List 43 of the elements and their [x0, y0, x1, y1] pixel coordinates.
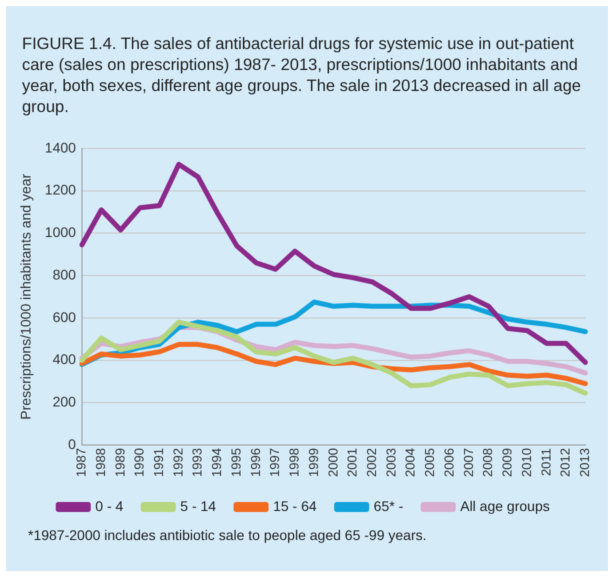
y-tick-label: 800	[52, 266, 76, 282]
x-tick-label: 1998	[286, 448, 302, 477]
x-tick-label: 2012	[558, 448, 573, 477]
legend-label: All age groups	[460, 498, 550, 514]
y-tick-label: 200	[52, 394, 76, 410]
x-tick-label: 2003	[383, 448, 398, 477]
x-tick-label: 1995	[228, 448, 244, 477]
x-tick-label: 2006	[441, 448, 456, 477]
legend-label: 5 - 14	[180, 498, 216, 514]
x-tick-label: 2009	[500, 448, 515, 477]
y-tick-label: 1200	[44, 182, 76, 198]
chart-title: FIGURE 1.4. The sales of antibacterial drugs for systemic use in out-patient care (sales on prescriptions) 1987- 2013, prescriptions/1000 inhabitants and year, both sexes, different age groups. The sale in 2013 decreased in all age group.	[22, 34, 582, 118]
y-tick-label: 0	[68, 436, 76, 452]
legend-label: 65* -	[374, 498, 404, 514]
legend-label: 15 - 64	[273, 498, 317, 514]
x-tick-label: 2008	[480, 448, 496, 477]
x-tick-label: 2000	[325, 448, 340, 477]
y-tick-label: 1400	[44, 139, 76, 156]
x-tick-label: 1991	[150, 448, 166, 477]
x-tick-label: 2001	[344, 448, 360, 477]
x-tick-label: 1989	[112, 448, 128, 477]
y-tick-label: 600	[52, 308, 76, 325]
x-tick-label: 1994	[209, 448, 224, 477]
x-tick-label: 1999	[306, 448, 321, 477]
legend-label: 0 - 4	[95, 498, 124, 514]
x-tick-label: 2005	[422, 448, 438, 477]
x-tick-label: 2010	[518, 448, 534, 477]
x-tick-label: 2011	[538, 448, 554, 476]
y-tick-label: 400	[52, 351, 76, 368]
text: *1987-2000 includes antibiotic sale to people aged 65 -99 years.	[28, 526, 428, 545]
x-tick-label: 2002	[364, 448, 379, 477]
x-tick-label: 2007	[460, 448, 476, 477]
x-tick-label: 2013	[576, 448, 592, 477]
x-tick-label: 1988	[92, 448, 108, 477]
x-tick-label: 1992	[170, 448, 186, 477]
y-tick-label: 1000	[44, 224, 76, 240]
x-tick-label: 1987	[74, 448, 89, 477]
y-axis-title: Prescriptions/1000 inhabitants and year	[17, 173, 34, 420]
x-tick-label: 2004	[402, 448, 418, 477]
x-tick-label: 1997	[267, 448, 282, 477]
x-tick-label: 1990	[132, 448, 147, 477]
x-tick-label: 1993	[190, 448, 205, 477]
x-tick-label: 1996	[248, 448, 263, 477]
